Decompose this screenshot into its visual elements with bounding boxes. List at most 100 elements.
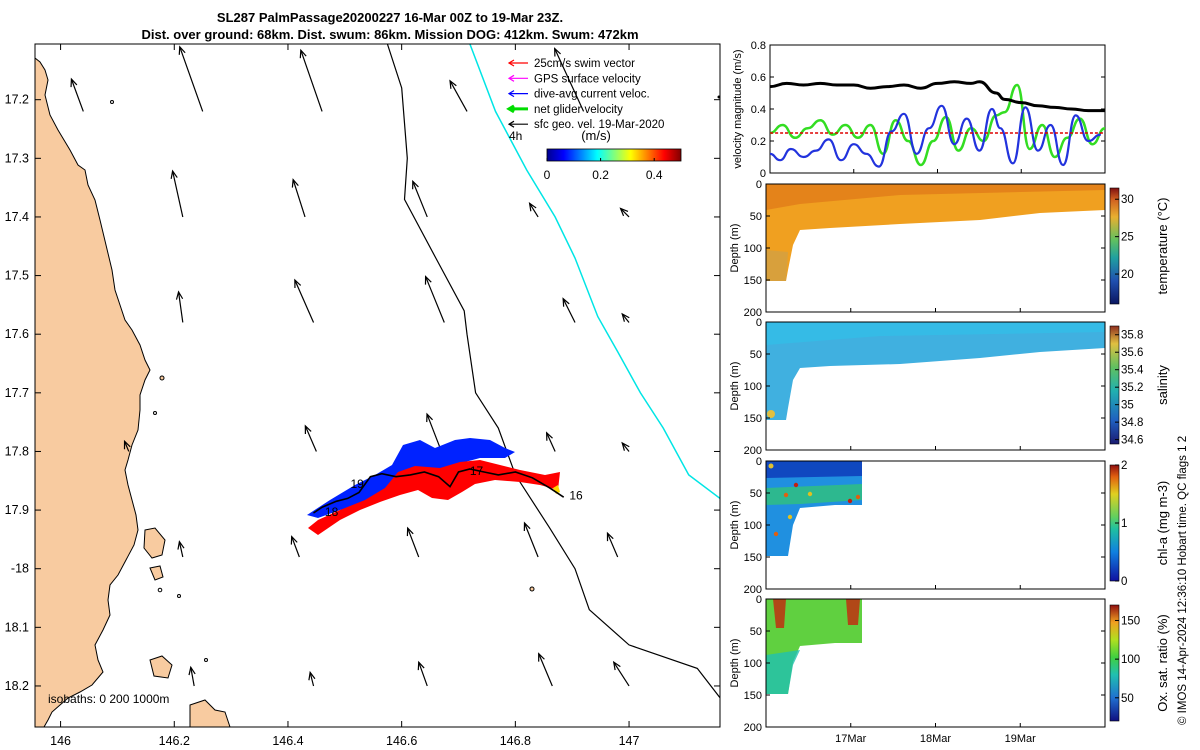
geo-vector-head xyxy=(606,531,614,542)
speed-y-tick-label: 0 xyxy=(760,168,766,180)
speed-series-net-glider-velocity xyxy=(769,83,1106,167)
geo-vector-shaft xyxy=(606,532,619,558)
geo-vector-head xyxy=(538,652,545,662)
chla-ylabel: Depth (m) xyxy=(729,501,741,550)
map-y-tick-label: 17.8 xyxy=(5,444,29,458)
day-label: 16 xyxy=(569,489,583,503)
colorbar-tick-label: 0 xyxy=(544,168,551,182)
geo-vector xyxy=(621,312,630,323)
geo-vector-head xyxy=(308,670,316,681)
geo-vector-shaft xyxy=(425,276,445,323)
speed-ylabel: velocity magnitude (m/s) xyxy=(732,49,744,168)
geo-vector-shaft xyxy=(179,46,204,112)
depth-tick-label: 0 xyxy=(756,317,762,329)
isobath-1000m xyxy=(469,44,720,499)
islet xyxy=(204,658,208,662)
speed-colorbar xyxy=(546,148,682,162)
depth-tick-label: 100 xyxy=(744,658,762,670)
figure-title: SL287 PalmPassage20200227 16-Mar 00Z to … xyxy=(216,10,564,25)
salinity-colorbar xyxy=(1109,325,1120,445)
depth-tick-label: 50 xyxy=(750,488,762,500)
geo-vector-shaft xyxy=(304,425,317,452)
map-y-tick-label: 17.7 xyxy=(5,386,29,400)
oxygen-high-right xyxy=(846,599,860,625)
geo-vector-head xyxy=(290,535,298,545)
speed-y-tick-label: 0.4 xyxy=(751,104,766,116)
glider-track xyxy=(313,468,565,514)
salinity-cbar-tick-label: 35.6 xyxy=(1121,347,1143,359)
speed-y-tick-label: 0.8 xyxy=(751,40,766,52)
geo-vector-shaft xyxy=(292,179,306,218)
geo-vector-shaft xyxy=(621,442,630,452)
geo-vector-head xyxy=(177,540,185,550)
geo-vector-head xyxy=(612,660,621,671)
geo-vector-head xyxy=(528,202,537,212)
geo-vector-head xyxy=(188,665,196,676)
geo-vector xyxy=(426,412,443,452)
map-y-tick-label: 18.2 xyxy=(5,679,29,693)
chla-panel xyxy=(765,460,1120,590)
salinity-cbar-tick-label: 35.4 xyxy=(1121,365,1144,377)
chla-point xyxy=(783,492,789,498)
geo-vector xyxy=(606,531,619,558)
chla-cbar-label: chl-a (mg m-3) xyxy=(1155,481,1170,566)
legend-swatch-head xyxy=(507,74,515,82)
oxygen-deep xyxy=(766,650,800,694)
salinity-field xyxy=(766,322,1105,420)
depth-tick-label: 150 xyxy=(744,552,762,564)
figure-subtitle: Dist. over ground: 68km. Dist. swum: 86k… xyxy=(141,27,639,42)
geo-vector-shaft xyxy=(418,661,428,687)
geo-vector xyxy=(291,178,306,218)
geo-vector xyxy=(299,48,323,112)
chla-point xyxy=(773,531,779,537)
geo-vector-head xyxy=(424,275,432,285)
depth-tick-label: 200 xyxy=(744,307,762,319)
temperature-cbar-tick-label: 25 xyxy=(1121,232,1134,244)
islet xyxy=(717,95,720,99)
geo-vector-shaft xyxy=(621,313,630,323)
current-velocity-cluster xyxy=(307,438,515,518)
legend-label-swim: 25cm/s swim vector xyxy=(534,58,635,70)
map-y-tick-label: -18 xyxy=(11,562,29,576)
map-x-tick-label: 146.8 xyxy=(500,734,531,748)
colorbar-tick-label: 0.2 xyxy=(592,168,609,182)
map-y-tick-label: 17.3 xyxy=(5,151,29,165)
day-labels: 16 19 18 17 xyxy=(325,464,583,519)
depth-tick-label: 0 xyxy=(756,594,762,606)
legend-label-net: net glider velocity xyxy=(534,104,623,116)
legend-swatch-head xyxy=(506,104,515,114)
geo-vector xyxy=(528,202,539,218)
depth-tick-label: 0 xyxy=(756,179,762,191)
geo-vector-head xyxy=(449,79,457,89)
isobath-200m xyxy=(386,44,720,699)
islet xyxy=(110,100,114,104)
depth-tick-label: 100 xyxy=(744,520,762,532)
geo-vector xyxy=(294,278,315,323)
chla-cbar-tick-label: 2 xyxy=(1121,460,1127,472)
geo-vector xyxy=(424,275,445,323)
island-great-palm xyxy=(149,655,173,679)
salinity-cbar-tick-label: 34.6 xyxy=(1121,435,1143,447)
temperature-cbar-tick-label: 30 xyxy=(1121,194,1134,206)
temperature-cool-bottom xyxy=(766,250,788,281)
geo-vector xyxy=(619,207,630,218)
legend-label-current: dive-avg current veloc. xyxy=(534,89,650,101)
salinity-cbar-tick-label: 34.8 xyxy=(1121,417,1143,429)
temperature-cbar-tick-label: 20 xyxy=(1121,269,1134,281)
oxygen-cbar-tick-label: 100 xyxy=(1121,654,1140,666)
geo-vector-shaft xyxy=(529,203,539,218)
geo-vector-shaft xyxy=(70,78,84,112)
map-x-tick-label: 146.4 xyxy=(272,734,303,748)
depth-tick-label: 50 xyxy=(750,626,762,638)
depth-tick-label: 200 xyxy=(744,445,762,457)
islet xyxy=(177,594,181,598)
map-y-tick-label: 17.9 xyxy=(5,503,29,517)
geo-vector-head xyxy=(406,526,414,537)
islet xyxy=(529,586,535,592)
salinity-cbar-tick-label: 35.2 xyxy=(1121,382,1143,394)
islet xyxy=(157,587,163,593)
swim-vector-cluster xyxy=(308,460,560,535)
map-y-tick-label: 17.5 xyxy=(5,269,29,283)
map-y-tick-label: 17.6 xyxy=(5,327,29,341)
